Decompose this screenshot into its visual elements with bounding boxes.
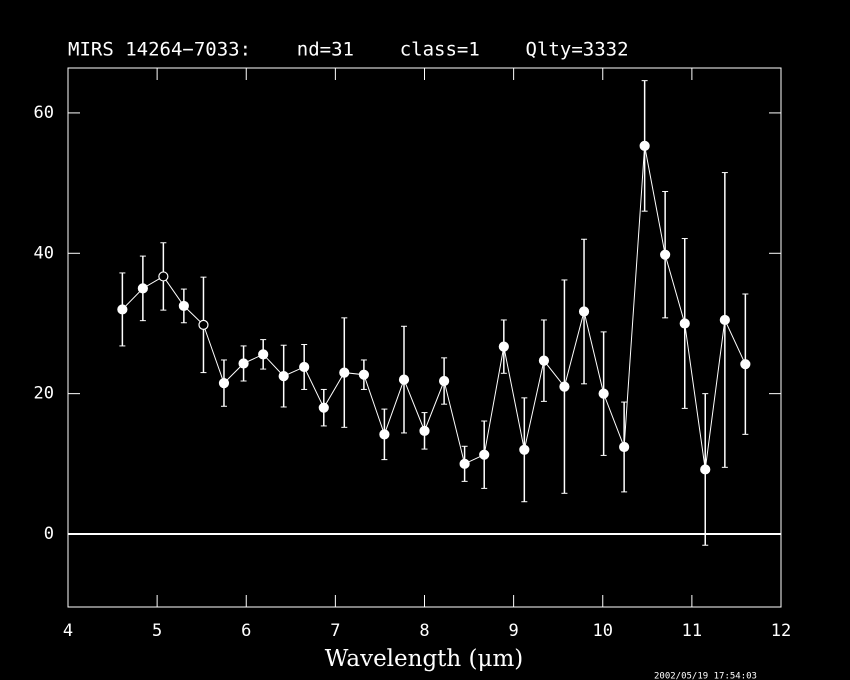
data-point [238,358,249,369]
x-tick-label: 11 [682,621,702,641]
data-point [479,449,490,460]
data-line [122,145,746,470]
data-point [740,359,751,370]
data-point [419,425,430,436]
x-tick-label: 7 [330,621,340,641]
y-tick-label: 0 [44,524,54,544]
data-point [619,441,630,453]
data-point [498,341,509,352]
data-point [519,444,530,455]
y-tick-label: 40 [34,243,54,263]
data-point [158,271,169,282]
data-point [299,361,310,373]
data-point [178,300,189,312]
data-point [137,283,148,294]
data-point [258,349,269,360]
y-tick-label: 20 [34,384,54,404]
chart-title: MIRS 14264−7033: nd=31 class=1 Qlty=3332 [68,39,629,61]
data-point [639,140,650,152]
data-point [218,378,230,389]
data-point [719,314,730,326]
data-point [198,319,209,330]
timestamp: 2002/05/19 17:54:03 [654,672,757,680]
x-tick-label: 6 [241,621,251,641]
x-axis-label: Wavelength (μm) [325,646,524,672]
data-point [278,371,289,382]
data-point [318,402,329,413]
data-point [598,388,609,399]
data-point [439,375,450,387]
x-tick-label: 9 [509,621,519,641]
x-tick-label: 10 [593,621,613,641]
x-tick-label: 12 [771,621,791,641]
data-point [679,318,690,329]
data-point [358,369,369,380]
data-point [660,249,671,260]
data-point [117,304,128,315]
plot-frame [67,67,782,608]
data-point [578,306,590,317]
x-tick-label: 8 [419,621,429,641]
data-point [379,429,390,440]
data-point [700,464,711,475]
data-point [459,458,470,469]
y-tick-label: 60 [34,103,54,123]
x-tick-label: 5 [152,621,162,641]
data-point [538,355,550,366]
data-point [559,381,570,392]
x-tick-label: 4 [63,621,73,641]
data-point [398,374,410,385]
data-point [339,367,350,378]
